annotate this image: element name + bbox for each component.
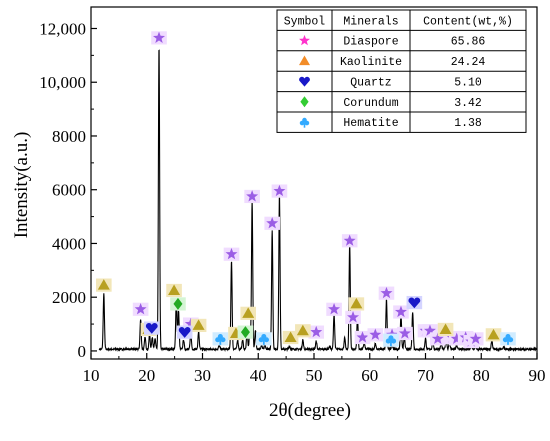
marker-diaspore <box>367 328 384 342</box>
marker-diaspore <box>308 325 325 339</box>
marker-kaolinite <box>190 318 207 333</box>
marker-diaspore <box>341 234 358 248</box>
marker-diaspore <box>467 332 484 346</box>
marker-diaspore <box>223 247 240 261</box>
y-tick-label: 2000 <box>52 288 86 307</box>
triangle-icon <box>299 55 310 66</box>
marker-diaspore <box>378 286 395 300</box>
legend-header-cell: Content(wt,%) <box>423 16 513 29</box>
x-tick-label: 20 <box>138 366 155 385</box>
marker-kaolinite <box>166 283 182 298</box>
marker-kaolinite <box>282 330 299 345</box>
y-tick-label: 0 <box>78 342 87 361</box>
legend-table: Symbol Minerals Content(wt,%) Diaspore 65.86… <box>276 9 527 133</box>
x-tick-label: 80 <box>473 366 490 385</box>
peak-marker-layer <box>96 31 516 349</box>
legend-content-cell: 5.10 <box>454 76 482 89</box>
x-tick-label: 30 <box>194 366 211 385</box>
legend-content-cell: 65.86 <box>451 36 486 49</box>
legend-mineral-cell: Hematite <box>343 117 398 130</box>
marker-quartz <box>406 295 423 310</box>
marker-kaolinite <box>96 278 112 292</box>
marker-hematite <box>212 332 229 346</box>
club-icon <box>299 117 310 128</box>
y-tick-label: 12,000 <box>39 19 86 38</box>
legend-mineral-cell: Kaolinite <box>340 56 402 69</box>
axes-layer: 10 20 30 40 50 60 70 80 90 0 2000 4000 6000 8000 10,00… <box>39 6 546 385</box>
y-tick-label: 8000 <box>52 127 86 146</box>
legend-content-cell: 1.38 <box>454 117 482 130</box>
marker-kaolinite <box>485 328 502 342</box>
marker-hematite <box>383 333 399 347</box>
diamond-icon <box>300 96 309 108</box>
xrd-pattern-line <box>98 49 538 353</box>
marker-kaolinite <box>348 297 365 311</box>
legend-content-cell: 24.24 <box>451 56 486 69</box>
marker-kaolinite <box>437 322 454 337</box>
legend-mineral-cell: Diaspore <box>343 36 398 49</box>
marker-corundum <box>170 297 186 311</box>
y-tick-label: 6000 <box>52 181 86 200</box>
legend-mineral-cell: Corundum <box>343 97 398 110</box>
x-tick-label: 40 <box>250 366 267 385</box>
y-tick-label: 10,000 <box>39 73 86 92</box>
marker-diaspore <box>151 31 167 45</box>
marker-diaspore <box>132 302 149 316</box>
x-tick-label: 50 <box>306 366 323 385</box>
x-tick-label: 10 <box>83 366 100 385</box>
x-tick-label: 60 <box>361 366 378 385</box>
legend-content-cell: 3.42 <box>454 97 482 110</box>
marker-diaspore <box>397 326 413 341</box>
marker-kaolinite <box>295 324 311 338</box>
marker-diaspore <box>326 302 342 316</box>
legend-header-cell: Symbol <box>284 16 326 29</box>
heart-icon <box>299 76 310 87</box>
legend-header-cell: Minerals <box>343 16 398 29</box>
marker-hematite <box>256 332 272 346</box>
marker-kaolinite <box>240 306 257 320</box>
legend-mineral-cell: Quartz <box>350 76 391 89</box>
y-axis-title: Intensity(a.u.) <box>11 132 32 239</box>
y-tick-label: 4000 <box>52 234 86 253</box>
xrd-pattern-layer <box>98 49 538 353</box>
x-axis-title: 2θ(degree) <box>269 400 351 421</box>
marker-diaspore <box>271 184 288 198</box>
x-tick-label: 90 <box>529 366 546 385</box>
star-icon <box>299 34 310 46</box>
marker-diaspore <box>393 305 409 319</box>
marker-hematite <box>500 332 516 346</box>
marker-corundum <box>237 325 254 339</box>
marker-diaspore <box>244 189 260 204</box>
marker-quartz <box>176 325 193 339</box>
marker-diaspore <box>264 216 280 230</box>
marker-quartz <box>143 321 160 335</box>
marker-diaspore <box>345 310 361 324</box>
x-tick-label: 70 <box>417 366 434 385</box>
marker-diaspore <box>354 330 371 345</box>
